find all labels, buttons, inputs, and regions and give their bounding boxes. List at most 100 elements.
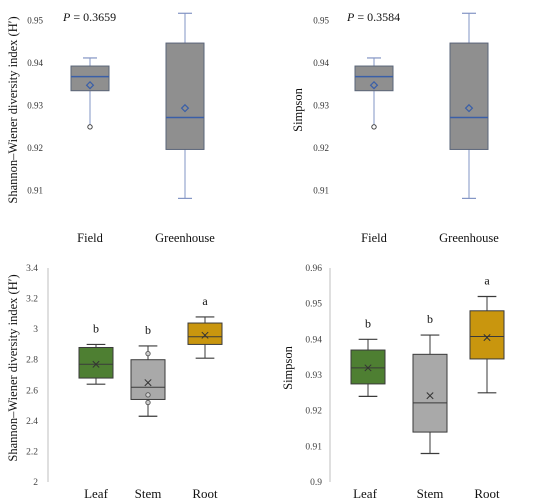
box-leaf <box>78 343 114 385</box>
mean-marker <box>369 80 379 90</box>
outlier-point <box>145 399 151 406</box>
outlier-point <box>145 350 151 357</box>
mean-marker <box>464 103 474 113</box>
box-greenhouse <box>165 12 205 199</box>
y-tick-label: 0.94 <box>27 58 43 68</box>
y-tick-label: 0.96 <box>305 264 322 274</box>
y-tick-label: 0.91 <box>305 442 322 452</box>
y-tick-label: 0.94 <box>313 58 329 68</box>
box-root <box>469 295 505 394</box>
box-body <box>70 65 110 92</box>
box-root <box>187 316 223 359</box>
significance-letters-bottom-left: b b a <box>93 294 208 337</box>
y-ticks-bottom-left: 3.4 3.2 3 2.8 2.6 2.4 2.2 2 <box>26 264 38 488</box>
chart-top-left: Shannon–Wiener diversity index (H′) P = … <box>6 10 215 245</box>
outlier-point <box>87 124 93 130</box>
mean-marker <box>85 80 95 90</box>
y-tick-label: 0.92 <box>305 407 322 417</box>
category-label: Field <box>77 231 103 245</box>
boxes-bottom-left <box>78 316 223 417</box>
significance-letters-bottom-right: b b a <box>365 274 490 331</box>
boxes-bottom-right <box>350 295 505 455</box>
chart-bottom-right: Simpson 0.960.950.940.930.920.910.9 b ba … <box>281 264 505 501</box>
y-tick-label: 0.95 <box>27 16 43 26</box>
category-labels-top-right: Field Greenhouse <box>361 231 499 245</box>
box-body <box>354 65 394 92</box>
chart-bottom-left: Shannon–Wiener diversity index (H′) 3.43… <box>6 264 223 501</box>
outlier-point <box>145 392 151 398</box>
ylabel-bottom-left: Shannon–Wiener diversity index (H′) <box>6 274 20 461</box>
y-tick-label: 0.9 <box>310 478 322 488</box>
significance-letter: b <box>145 323 151 337</box>
ylabel-top-left: Shannon–Wiener diversity index (H′) <box>6 16 20 203</box>
category-labels-top-left: Field Greenhouse <box>77 231 215 245</box>
box-body <box>469 310 505 360</box>
y-tick-label: 3 <box>33 325 38 335</box>
y-tick-label: 0.93 <box>305 371 322 381</box>
significance-letter: b <box>365 316 371 330</box>
box-stem <box>130 345 166 417</box>
y-tick-label: 0.95 <box>305 300 322 310</box>
y-tick-label: 0.92 <box>27 143 43 153</box>
y-tick-label: 3.4 <box>26 264 38 274</box>
category-label: Root <box>192 486 218 501</box>
box-body <box>412 353 448 433</box>
boxes-top-right <box>354 12 489 199</box>
category-label: Stem <box>417 486 444 501</box>
category-labels-bottom-left: Leaf Stem Root <box>84 486 218 501</box>
category-label: Stem <box>135 486 162 501</box>
ylabel-bottom-right: Simpson <box>281 345 295 390</box>
mean-marker <box>426 392 434 400</box>
p-value-number: = 0.3584 <box>354 10 400 24</box>
box-body <box>165 42 205 150</box>
category-label: Leaf <box>353 486 377 501</box>
significance-letter: b <box>93 321 99 335</box>
y-tick-label: 0.92 <box>313 143 329 153</box>
category-label: Greenhouse <box>439 231 499 245</box>
category-label: Field <box>361 231 387 245</box>
box-leaf <box>350 338 386 397</box>
y-tick-label: 2.2 <box>26 447 38 457</box>
outlier-point <box>371 124 377 130</box>
y-tick-label: 2.4 <box>26 417 38 427</box>
mean-marker <box>92 360 100 368</box>
y-tick-label: 2 <box>33 478 38 488</box>
y-tick-label: 3.2 <box>26 295 38 305</box>
y-tick-label: 0.91 <box>313 186 329 196</box>
category-label: Leaf <box>84 486 108 501</box>
box-field <box>70 57 110 130</box>
y-tick-label: 2.8 <box>26 356 38 366</box>
y-ticks-top-right: 0.95 0.94 0.93 0.92 0.91 <box>313 16 329 196</box>
y-tick-label: 0.91 <box>27 186 43 196</box>
y-ticks-top-left: 0.95 0.94 0.93 0.92 0.91 <box>27 16 43 196</box>
box-body <box>350 349 386 385</box>
category-label: Root <box>474 486 500 501</box>
significance-letter: a <box>484 274 490 288</box>
ylabel-top-right: Simpson <box>291 87 305 132</box>
mean-marker <box>201 331 209 339</box>
y-tick-label: 0.94 <box>305 335 322 345</box>
box-field <box>354 57 394 130</box>
mean-marker <box>180 103 190 113</box>
box-greenhouse <box>449 12 489 199</box>
y-ticks-bottom-right: 0.96 0.95 0.94 0.93 0.92 0.91 0.9 <box>305 264 322 488</box>
box-body <box>78 346 114 379</box>
p-value-symbol: P <box>346 10 355 24</box>
y-tick-label: 0.93 <box>313 101 329 111</box>
box-stem <box>412 334 448 455</box>
p-value-top-right: P = 0.3584 <box>346 10 400 24</box>
significance-letter: b <box>427 312 433 326</box>
significance-letter: a <box>202 294 208 308</box>
y-tick-label: 2.6 <box>26 386 38 396</box>
box-body <box>449 42 489 150</box>
mean-marker <box>364 364 372 372</box>
y-tick-label: 0.93 <box>27 101 43 111</box>
category-label: Greenhouse <box>155 231 215 245</box>
category-labels-bottom-right: Leaf Stem Root <box>353 486 500 501</box>
p-value-number: = 0.3659 <box>70 10 116 24</box>
chart-top-right: Simpson P = 0.3584 0.950.940.930.920.91 … <box>291 10 499 245</box>
mean-marker <box>483 333 491 342</box>
box-body <box>187 322 223 345</box>
p-value-top-left: P = 0.3659 <box>62 10 116 24</box>
